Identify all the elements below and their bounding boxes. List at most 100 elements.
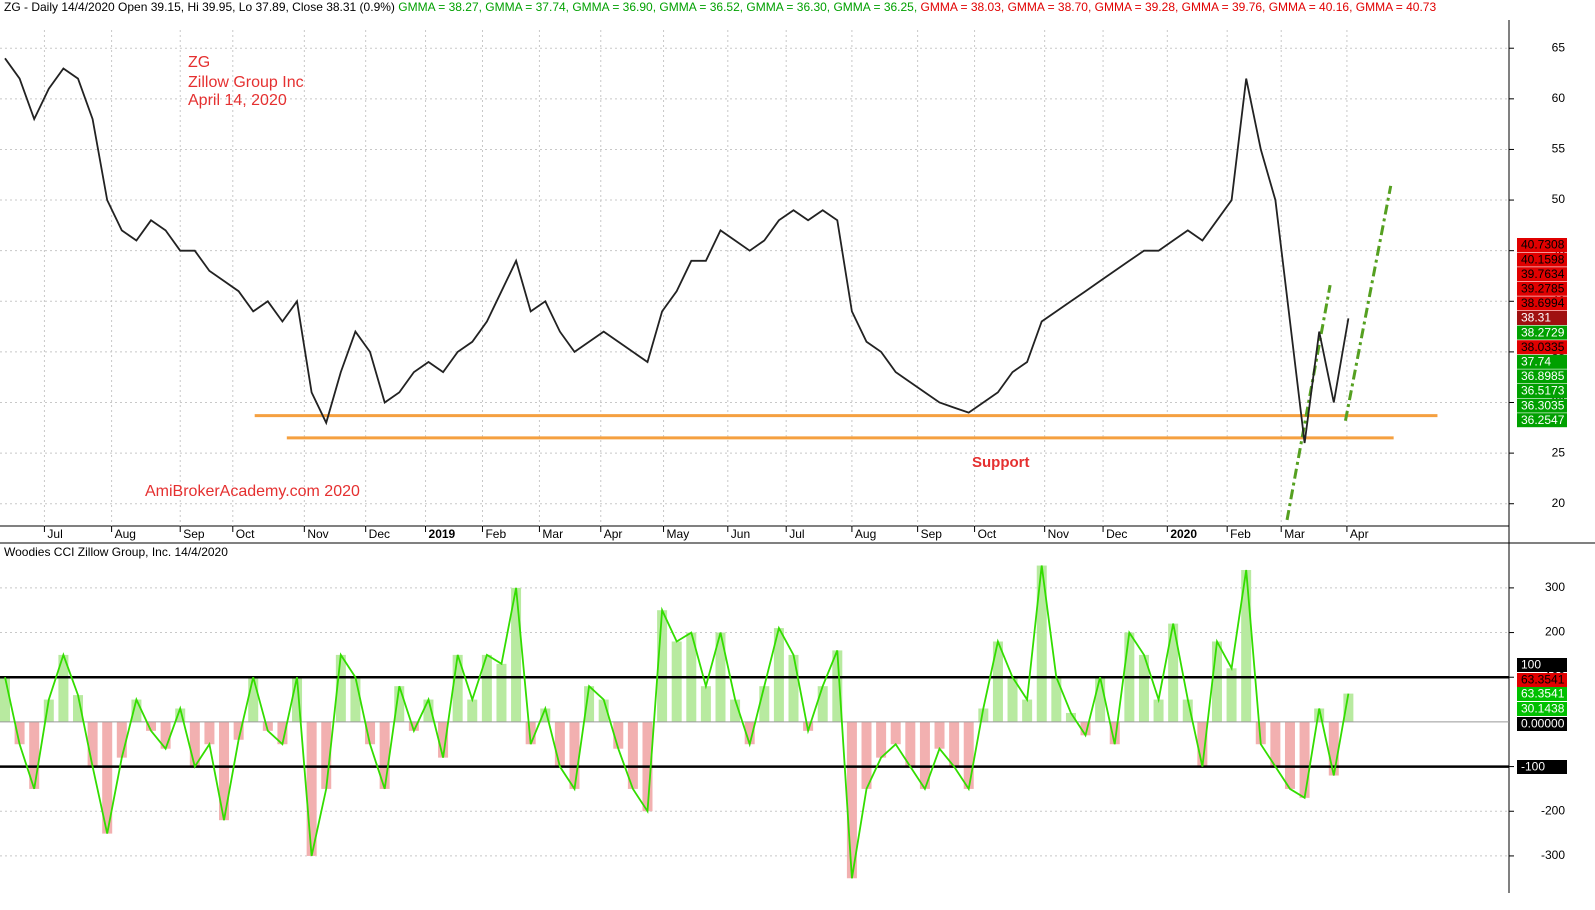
histogram-bar	[262, 721, 273, 731]
histogram-bar	[204, 721, 215, 745]
x-tick-label: Mar	[542, 527, 563, 541]
x-tick-label: Apr	[604, 527, 623, 541]
histogram-bar	[379, 721, 390, 789]
histogram-bar	[102, 721, 113, 834]
price-tag-label: 38.2729	[1521, 325, 1565, 339]
histogram-bar	[1328, 721, 1339, 776]
header-part: GMMA = 36.52,	[656, 0, 743, 14]
header-part: GMMA = 37.74,	[482, 0, 569, 14]
histogram-bar	[0, 677, 10, 722]
cci-tag	[1517, 717, 1567, 731]
histogram-bar	[408, 721, 419, 731]
histogram-bar	[832, 650, 843, 722]
histogram-bar	[1051, 677, 1062, 722]
histogram-bar	[14, 721, 25, 745]
histogram-bar	[1270, 721, 1281, 767]
y-tick-label: 60	[1552, 91, 1566, 105]
histogram-bar	[146, 721, 157, 731]
x-tick-label: Nov	[1048, 527, 1069, 541]
histogram-bar	[919, 721, 930, 789]
cci-tag-label: 63.3541	[1521, 673, 1565, 687]
histogram-bar	[1022, 699, 1033, 722]
histogram-bar	[87, 721, 98, 767]
price-tag	[1517, 413, 1567, 428]
histogram-bar	[584, 686, 595, 722]
trend-line	[1285, 284, 1332, 521]
cci-tag-label: 30.1438	[1521, 702, 1565, 716]
price-tag-label: 40.7308	[1521, 238, 1565, 252]
price-tag-label: 39.7634	[1521, 267, 1565, 281]
y-tick-label: 200	[1545, 625, 1565, 639]
histogram-bar	[700, 686, 711, 722]
histogram-bar	[233, 721, 244, 740]
histogram-bar	[861, 721, 872, 789]
histogram-bar	[949, 721, 960, 767]
cci-tag-label: 100	[1521, 658, 1541, 672]
price-tag-label: 38.31	[1521, 311, 1551, 325]
price-tag-label: 36.8985	[1521, 369, 1565, 383]
x-tick-label: Aug	[855, 527, 876, 541]
price-tag	[1517, 369, 1567, 384]
x-tick-label: Aug	[115, 527, 136, 541]
x-tick-label: Oct	[978, 527, 997, 541]
price-tag-label: 38.0335	[1521, 340, 1565, 354]
x-tick-label: Sep	[921, 527, 943, 541]
header-part: GMMA = 38.70,	[1004, 0, 1091, 14]
histogram-bar	[335, 654, 346, 722]
histogram-bar	[423, 699, 434, 722]
price-tag	[1517, 311, 1567, 325]
histogram-bar	[627, 721, 638, 789]
histogram-bar	[306, 721, 317, 856]
x-tick-label: 2019	[429, 527, 456, 541]
histogram-bar	[219, 721, 230, 821]
histogram-bar	[1182, 699, 1193, 722]
histogram-bar	[1197, 721, 1208, 767]
histogram-bar	[175, 708, 186, 722]
histogram-bar	[350, 677, 361, 722]
cci-tag	[1517, 687, 1567, 701]
cci-tag	[1517, 760, 1567, 774]
y-tick-label: 25	[1552, 445, 1566, 459]
histogram-bar	[1007, 677, 1018, 722]
x-tick-label: Feb	[485, 527, 506, 541]
histogram-bar	[876, 721, 887, 758]
price-tag	[1517, 340, 1567, 355]
header: ZG - Daily 14/4/2020 Open 39.15, Hi 39.9…	[4, 0, 1436, 14]
header-part: GMMA = 40.73	[1352, 0, 1436, 14]
price-tag	[1517, 325, 1567, 340]
y-tick-label: -200	[1541, 803, 1565, 817]
price-tag-label: 36.5173	[1521, 384, 1565, 398]
histogram-bar	[189, 721, 200, 767]
price-tag-label: 36.3035	[1521, 398, 1565, 412]
histogram-bar	[292, 677, 303, 722]
histogram-bar	[1343, 693, 1354, 722]
histogram-bar	[394, 686, 405, 722]
histogram-bar	[1168, 623, 1179, 722]
histogram-bar	[481, 654, 492, 722]
header-part: GMMA = 39.76,	[1178, 0, 1265, 14]
x-tick-label: Apr	[1350, 527, 1369, 541]
price-tag-label: 37.74	[1521, 354, 1551, 368]
price-tag	[1517, 281, 1567, 296]
cci-tag	[1517, 673, 1567, 687]
cci-title: Woodies CCI Zillow Group, Inc. 14/4/2020	[4, 545, 228, 559]
series-line	[4, 57, 1350, 444]
price-tag-label: 40.1598	[1521, 252, 1565, 266]
histogram-bar	[817, 686, 828, 722]
x-tick-label: 2020	[1170, 527, 1197, 541]
histogram-bar	[788, 654, 799, 722]
y-tick-label: -300	[1541, 848, 1565, 862]
histogram-bar	[1065, 712, 1076, 722]
histogram-bar	[1299, 721, 1310, 798]
histogram-bar	[657, 610, 668, 722]
histogram-bar	[1095, 677, 1106, 722]
histogram-bar	[1211, 641, 1222, 722]
cci-tag	[1517, 658, 1567, 672]
histogram-bar	[934, 721, 945, 749]
x-tick-label: Sep	[183, 527, 205, 541]
x-tick-label: Jul	[789, 527, 804, 541]
price-tag-label: 39.2785	[1521, 281, 1565, 295]
x-tick-label: Mar	[1284, 527, 1305, 541]
annotation: ZG	[188, 54, 210, 71]
